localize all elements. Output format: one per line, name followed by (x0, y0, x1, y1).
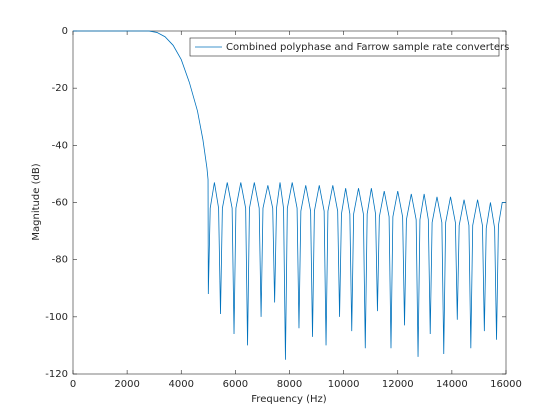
x-axis-label: Frequency (Hz) (251, 394, 327, 405)
plot-area (72, 30, 507, 375)
x-tick-label: 14000 (436, 379, 468, 390)
x-tick-label: 6000 (223, 379, 248, 390)
x-tick-label: 8000 (277, 379, 302, 390)
line-series (73, 30, 506, 360)
y-tick-label: -100 (45, 312, 68, 323)
y-tick-label: -20 (52, 83, 68, 94)
legend-label: Combined polyphase and Farrow sample rat… (226, 42, 509, 53)
y-tick-label: -120 (45, 369, 68, 380)
x-tick-label: 16000 (490, 379, 522, 390)
y-axis-label: Magnitude (dB) (31, 163, 42, 240)
x-tick-label: 0 (70, 379, 76, 390)
y-tick-label: -40 (52, 140, 68, 151)
legend-box (189, 37, 500, 57)
y-tick-label: -60 (52, 198, 68, 209)
y-tick-label: 0 (62, 26, 68, 37)
y-tick-label: -80 (52, 255, 68, 266)
x-tick-label: 10000 (328, 379, 360, 390)
x-tick-label: 4000 (169, 379, 194, 390)
x-tick-label: 2000 (114, 379, 139, 390)
x-tick-label: 12000 (382, 379, 414, 390)
